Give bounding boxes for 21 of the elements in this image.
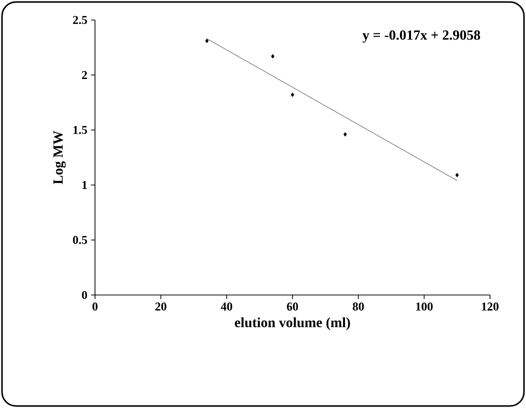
y-tick-label: 1.5 bbox=[73, 126, 88, 134]
point bbox=[271, 54, 274, 58]
y-tick-label: 2 bbox=[82, 71, 87, 79]
point bbox=[455, 172, 459, 178]
point bbox=[290, 92, 294, 97]
y-axis-title: Log MW bbox=[53, 130, 66, 184]
x-tick-label: 80 bbox=[352, 302, 364, 311]
y-tick-label: 0 bbox=[82, 290, 88, 300]
x-tick-label: 120 bbox=[482, 302, 499, 311]
point bbox=[343, 132, 347, 137]
x-axis-title: elution volume (ml) bbox=[234, 317, 350, 330]
point bbox=[205, 38, 209, 44]
annotation: y = -0.017x + 2.9058 bbox=[362, 30, 480, 43]
x-tick-label: 0 bbox=[92, 302, 98, 311]
x-tick-label: 100 bbox=[416, 302, 433, 311]
y-tick-label: 0.5 bbox=[72, 236, 88, 244]
x-tick-label: 60 bbox=[286, 302, 298, 311]
x-tick-label: 40 bbox=[220, 302, 232, 311]
x-tick-label: 20 bbox=[155, 302, 166, 311]
y-tick-label: 1 bbox=[82, 181, 87, 189]
y-tick-label: 2.5 bbox=[73, 16, 88, 24]
